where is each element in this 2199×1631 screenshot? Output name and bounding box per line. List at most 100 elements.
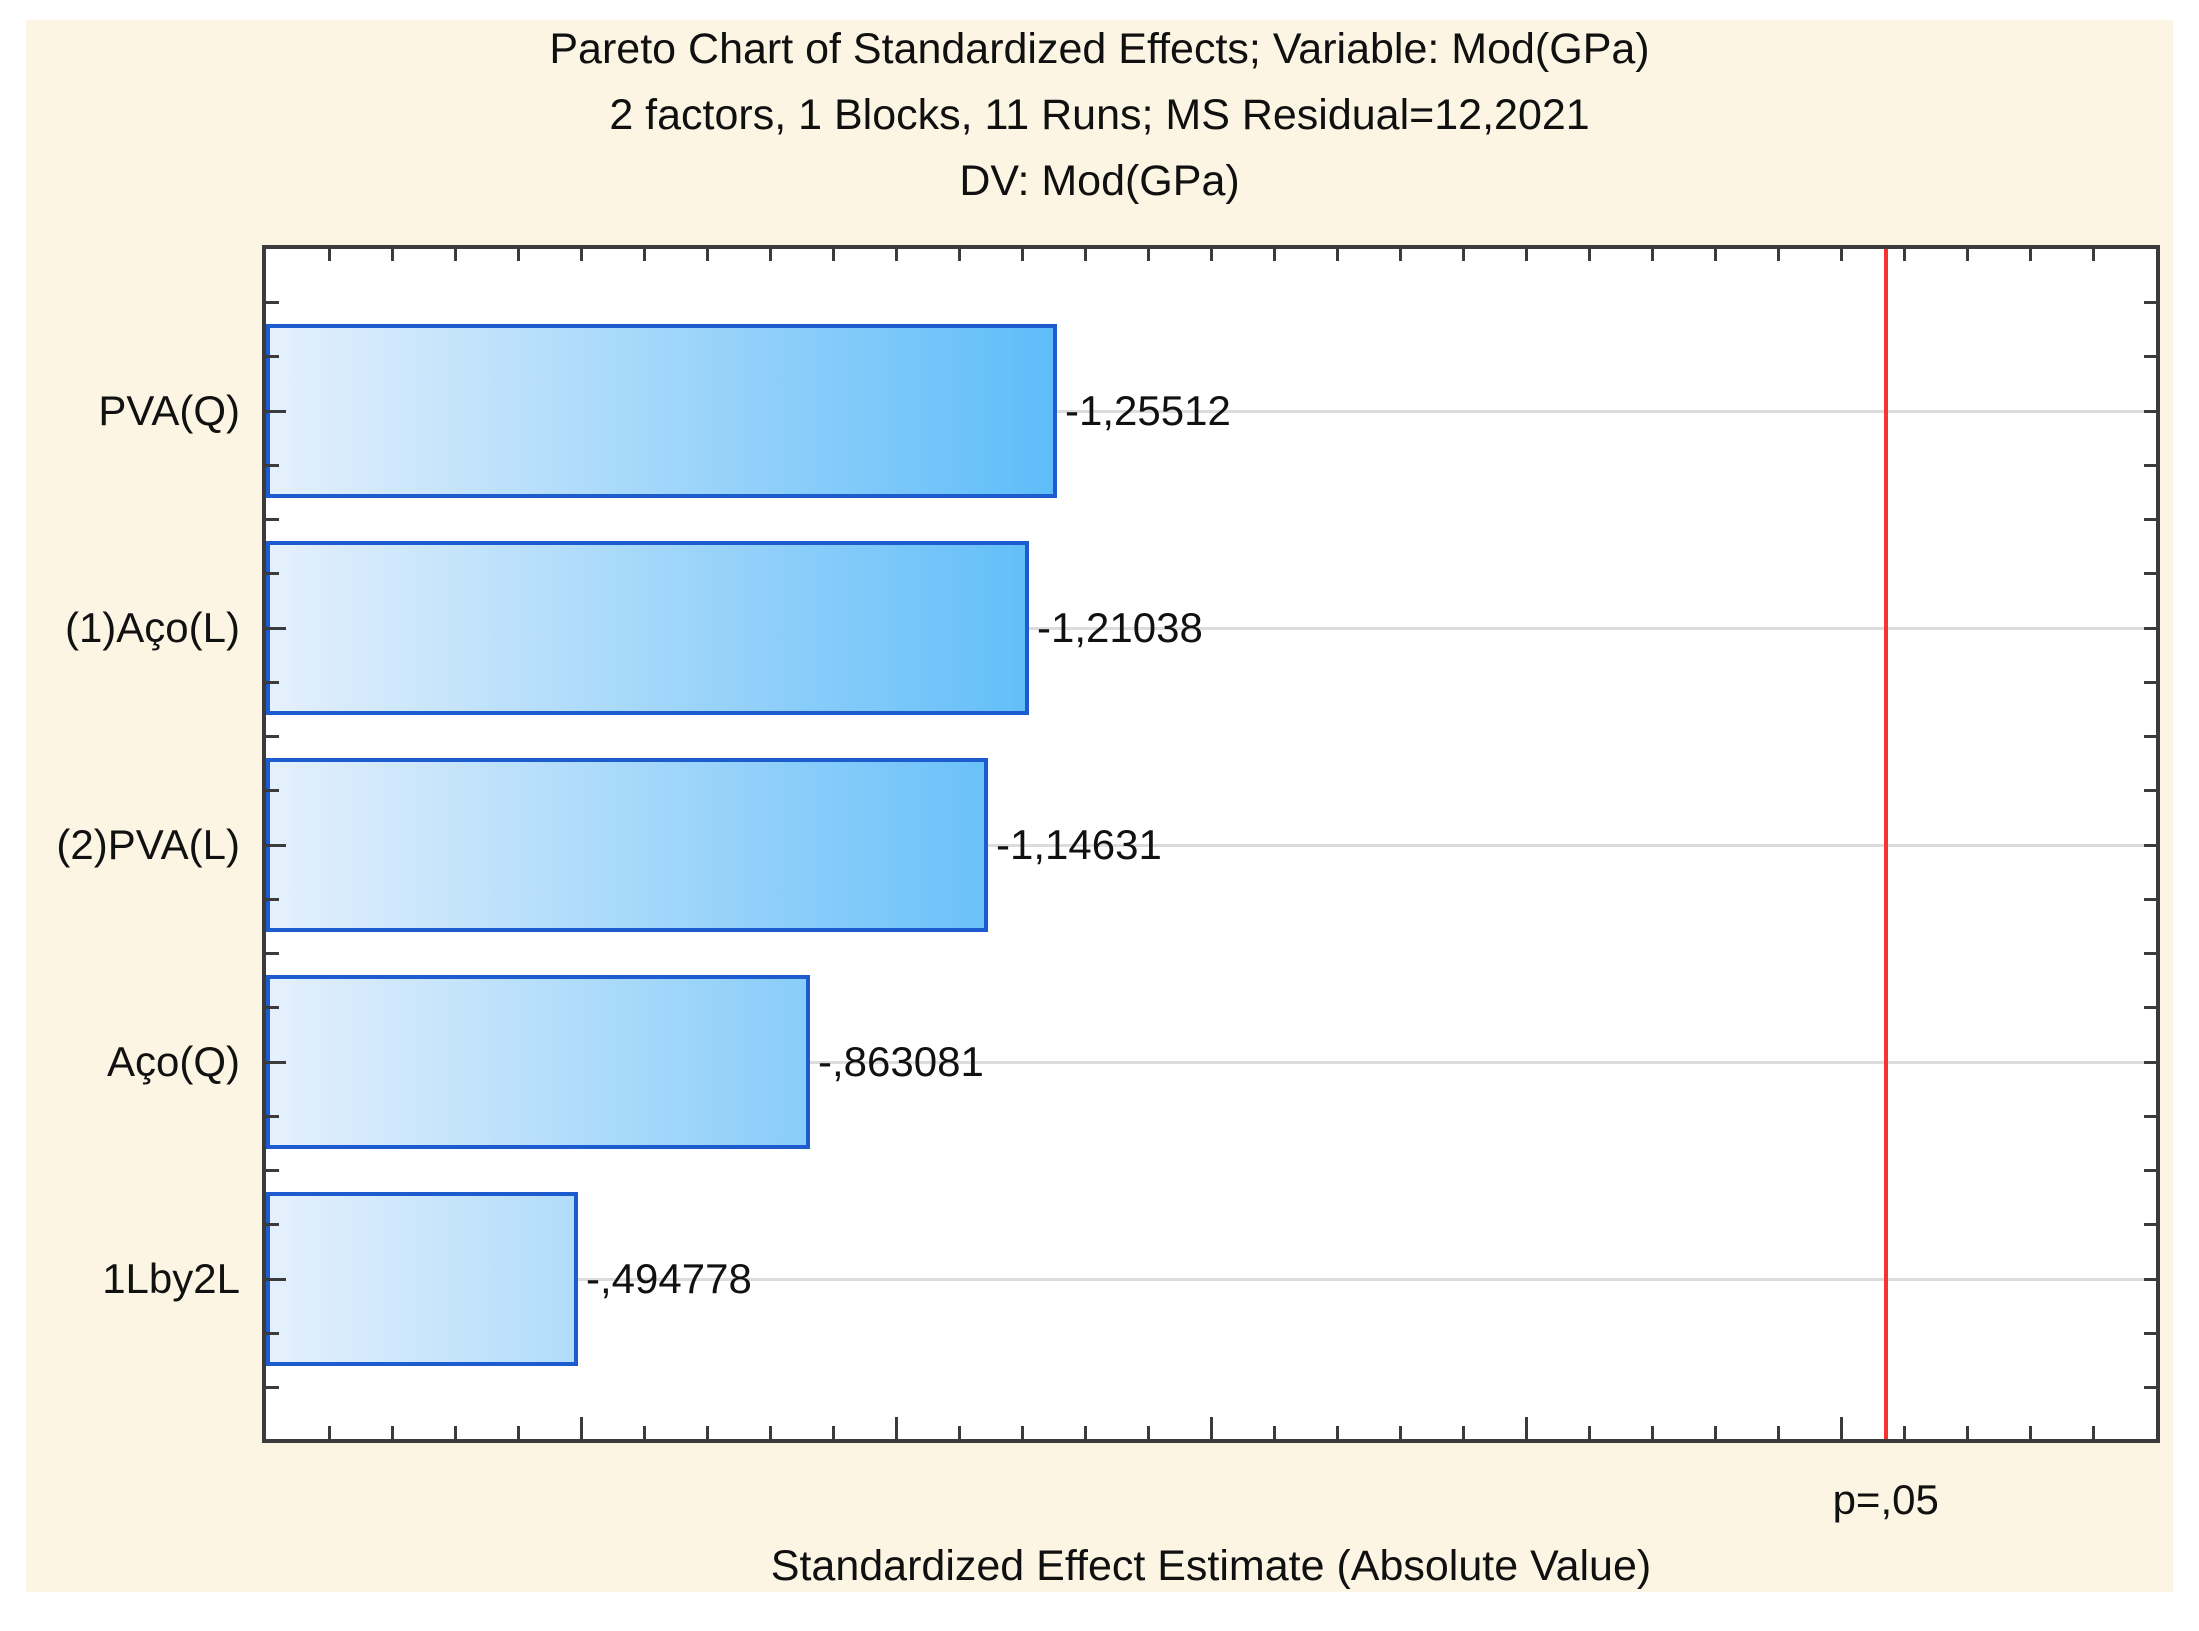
axis-tick: [2144, 626, 2156, 630]
pareto-bar-4: [266, 975, 810, 1149]
axis-tick: [1020, 249, 1024, 261]
axis-tick: [1650, 1426, 1654, 1439]
axis-tick: [390, 249, 394, 261]
axis-tick: [266, 735, 279, 738]
p-value-label: p=,05: [1832, 1476, 1939, 1523]
pareto-bar-5: [266, 1192, 578, 1366]
category-gridline: [266, 843, 2156, 847]
category-gridline: [266, 1060, 2156, 1064]
category-label: Aço(Q): [106, 1038, 240, 1085]
axis-tick: [2144, 463, 2156, 467]
significance-reference-line: [1883, 249, 1888, 1439]
axis-tick: [266, 1277, 286, 1281]
axis-tick: [266, 518, 279, 521]
axis-tick: [1083, 1426, 1087, 1439]
axis-tick: [2144, 355, 2156, 359]
axis-tick: [2144, 952, 2156, 955]
axis-tick: [2144, 1277, 2156, 1281]
axis-tick: [2028, 1426, 2032, 1439]
category-gridline: [266, 409, 2156, 413]
axis-tick: [1965, 249, 1969, 261]
category-gridline: [266, 1277, 2156, 1281]
category-label: (1)Aço(L): [64, 604, 240, 651]
axis-tick: [266, 789, 279, 793]
axis-tick: [1083, 249, 1087, 261]
axis-tick: [1839, 1417, 1843, 1439]
axis-tick: [1146, 1426, 1150, 1439]
axis-tick: [266, 626, 286, 630]
axis-tick: [453, 249, 457, 261]
bar-value-label: -1,21038: [1037, 604, 1203, 651]
axis-tick: [705, 1426, 709, 1439]
bar-value-label: -1,25512: [1065, 387, 1231, 434]
axis-tick: [2144, 1060, 2156, 1064]
axis-tick: [1398, 249, 1402, 261]
axis-tick: [642, 1426, 646, 1439]
axis-tick: [2144, 680, 2156, 684]
axis-tick: [1713, 1426, 1717, 1439]
axis-tick: [1902, 1426, 1906, 1439]
axis-tick: [266, 1331, 279, 1335]
y-axis-category-labels: PVA(Q) (1)Aço(L) (2)PVA(L) Aço(Q) 1Lby2L: [26, 249, 240, 1439]
axis-tick: [957, 249, 961, 261]
axis-tick: [1146, 249, 1150, 261]
chart-title-line3: DV: Mod(GPa): [959, 157, 1240, 205]
axis-tick: [266, 1169, 279, 1172]
axis-tick: [1902, 249, 1906, 261]
chart-title-block: Pareto Chart of Standardized Effects; Va…: [26, 16, 2173, 214]
axis-tick: [831, 1426, 835, 1439]
axis-tick: [1587, 1426, 1591, 1439]
axis-tick: [768, 249, 772, 261]
axis-tick: [453, 1426, 457, 1439]
axis-tick: [894, 249, 898, 261]
axis-tick: [2144, 1386, 2156, 1389]
axis-tick: [1713, 249, 1717, 261]
axis-tick: [1839, 249, 1843, 261]
axis-tick: [768, 1426, 772, 1439]
pareto-bar-2: [266, 541, 1029, 715]
chart-title-line1: Pareto Chart of Standardized Effects; Va…: [549, 25, 1650, 73]
pareto-bar-1: [266, 324, 1057, 498]
axis-tick: [1398, 1426, 1402, 1439]
axis-tick: [516, 249, 520, 261]
axis-tick: [2091, 1426, 2095, 1439]
axis-tick: [266, 843, 286, 847]
category-label: PVA(Q): [98, 387, 240, 434]
axis-tick: [266, 1060, 286, 1064]
axis-tick: [642, 249, 646, 261]
axis-tick: [390, 1426, 394, 1439]
axis-tick: [2144, 301, 2156, 304]
axis-tick: [1524, 1417, 1528, 1439]
axis-tick: [2144, 572, 2156, 576]
axis-tick: [2144, 1223, 2156, 1227]
bar-value-label: -,863081: [818, 1038, 984, 1085]
axis-tick: [2144, 1114, 2156, 1118]
axis-tick: [1776, 249, 1780, 261]
axis-tick: [1965, 1426, 1969, 1439]
axis-tick: [327, 1426, 331, 1439]
axis-tick: [266, 301, 279, 304]
axis-tick: [2144, 897, 2156, 901]
axis-tick: [831, 249, 835, 261]
category-label: (2)PVA(L): [56, 821, 240, 868]
axis-tick: [266, 1114, 279, 1118]
axis-tick: [1209, 1417, 1213, 1439]
axis-tick: [1335, 1426, 1339, 1439]
axis-tick: [579, 249, 583, 261]
bar-value-label: -,494778: [586, 1255, 752, 1302]
axis-tick: [327, 249, 331, 261]
category-gridline: [266, 626, 2156, 630]
axis-tick: [1272, 249, 1276, 261]
axis-tick: [2144, 843, 2156, 847]
axis-tick: [266, 952, 279, 955]
axis-tick: [1587, 249, 1591, 261]
axis-tick: [2144, 518, 2156, 521]
pareto-bar-3: [266, 758, 988, 932]
axis-tick: [266, 1223, 279, 1227]
axis-tick: [266, 572, 279, 576]
axis-tick: [2144, 1331, 2156, 1335]
axis-tick: [705, 249, 709, 261]
x-axis-title: Standardized Effect Estimate (Absolute V…: [770, 1542, 1652, 1590]
axis-tick: [579, 1417, 583, 1439]
